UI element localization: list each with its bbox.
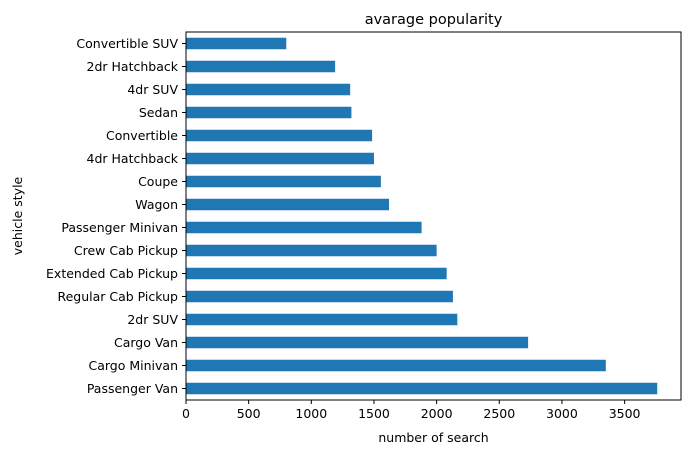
x-tick-label: 1500 [358,406,390,421]
bar [186,37,287,50]
bar [186,106,352,119]
x-tick-label: 500 [237,406,261,421]
y-tick-label: Wagon [135,197,178,212]
bar [186,336,529,349]
bar [186,221,422,234]
y-tick-label: 2dr SUV [127,312,178,327]
bar [186,129,373,142]
y-tick-label: Extended Cab Pickup [46,266,178,281]
chart-title: avarage popularity [365,12,503,28]
x-tick-label: 1000 [295,406,327,421]
y-tick-label: 2dr Hatchback [87,59,179,74]
bar [186,244,437,257]
x-axis-ticks: 0 500 1000 1500 2000 2500 3000 3500 [182,400,641,421]
x-tick-label: 2500 [483,406,515,421]
bar [186,60,336,73]
y-axis-label: vehicle style [10,176,25,255]
y-axis-ticks: Passenger Van Cargo Minivan Cargo Van 2dr S… [46,36,186,396]
bar [186,83,351,96]
x-tick-label: 3000 [546,406,578,421]
x-axis-label: number of search [378,430,488,445]
bar [186,152,374,165]
x-tick-label: 0 [182,406,190,421]
y-tick-label: Regular Cab Pickup [57,289,178,304]
y-tick-label: Crew Cab Pickup [74,243,178,258]
plot-frame [185,31,682,401]
bar [186,198,390,211]
bar [186,267,447,280]
bar [186,359,606,372]
x-tick-label: 2000 [421,406,453,421]
bar [186,290,453,303]
y-tick-label: Convertible [106,128,178,143]
y-tick-label: 4dr SUV [127,82,178,97]
y-tick-label: Cargo Minivan [89,358,179,373]
x-tick-label: 3500 [609,406,641,421]
bars-group [186,37,658,395]
y-tick-label: Passenger Minivan [61,220,178,235]
bar [186,382,658,395]
bar [186,313,458,326]
y-tick-label: Passenger Van [87,381,178,396]
y-tick-label: 4dr Hatchback [87,151,179,166]
y-tick-label: Cargo Van [114,335,178,350]
y-tick-label: Coupe [138,174,178,189]
y-tick-label: Convertible SUV [76,36,178,51]
bar [186,175,381,188]
y-tick-label: Sedan [139,105,178,120]
